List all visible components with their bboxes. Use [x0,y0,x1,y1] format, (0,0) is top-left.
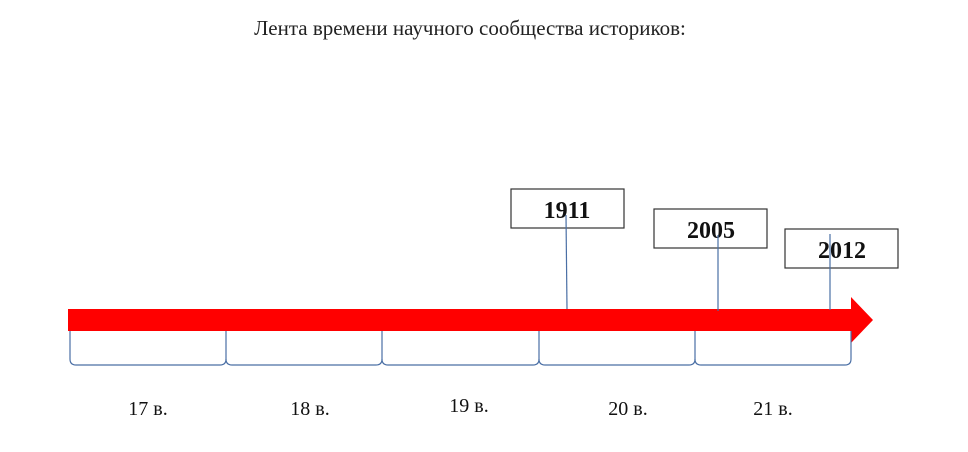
event-label: 2005 [687,218,735,244]
brace [69,331,227,366]
event-box [784,228,899,269]
period-braces [69,331,852,366]
period-label: 21 в. [753,398,792,420]
brace [538,331,696,366]
brace [381,331,540,366]
period-label: 19 в. [449,395,488,417]
brace [225,331,383,366]
brace [694,331,852,366]
title: Лента времени научного сообщества истори… [254,16,686,40]
period-label: 17 в. [128,398,167,420]
timeline-arrow [68,297,873,343]
connector [565,214,568,310]
period-label: 18 в. [290,398,329,420]
period-label: 20 в. [608,398,647,420]
event-box [510,188,625,229]
event-box [653,208,768,249]
event-label: 2012 [818,238,866,264]
event-label: 1911 [544,198,591,224]
